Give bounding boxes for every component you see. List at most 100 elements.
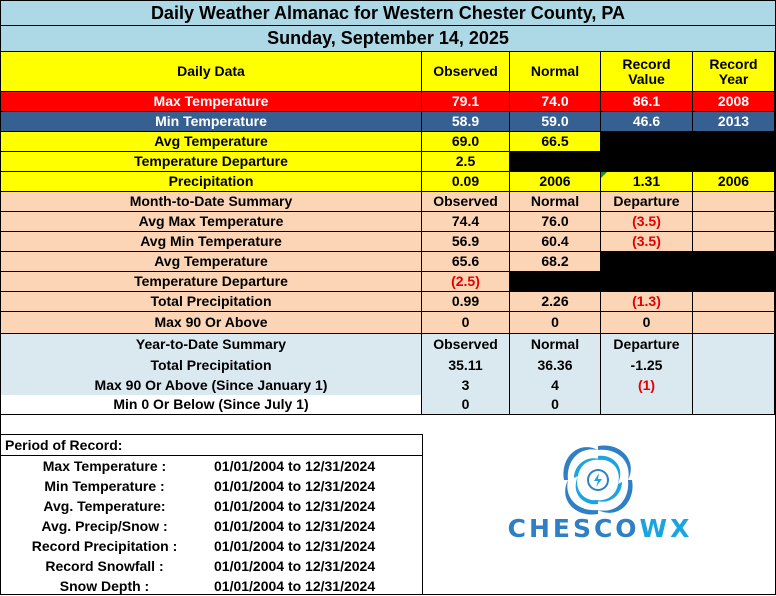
mtd-header-label: Month-to-Date Summary [1,192,422,212]
temp-departure-label: Temperature Departure [1,152,422,172]
max-temp-record-year: 2008 [693,92,775,112]
logo-text-wx: WX [639,514,693,543]
temp-departure-normal-blank [510,152,601,172]
ytd-header-label: Year-to-Date Summary [1,334,422,355]
period-row-label: Max Temperature : [42,458,167,474]
ytd-row: Max 90 Or Above (Since January 1) 3 4 (1) [1,375,775,395]
period-heading: Period of Record: [5,437,123,453]
ytd-header-observed: Observed [422,334,510,355]
mtd-row-label: Temperature Departure [1,272,422,292]
period-row: Record Snowfall : 01/01/2004 to 12/31/202… [1,556,422,576]
ytd-row: Min 0 Or Below (Since July 1) 0 0 [1,395,775,415]
period-row-label: Record Snowfall : [45,558,164,574]
comment-marker-icon [601,172,607,178]
daily-header-normal: Normal [510,52,601,92]
period-row: Avg. Temperature: 01/01/2004 to 12/31/202… [1,496,422,516]
max-temp-observed: 79.1 [422,92,510,112]
max-temp-label: Max Temperature [1,92,422,112]
mtd-header-departure: Departure [601,192,693,212]
mtd-row-departure: (3.5) [601,212,693,232]
temp-departure-record-blank [601,152,693,172]
mtd-row-observed: 0 [422,312,510,334]
mtd-header-row: Month-to-Date Summary Observed Normal De… [1,192,775,212]
period-row-range: 01/01/2004 to 12/31/2024 [214,518,376,534]
mtd-row-blank [693,252,775,272]
ytd-row-normal: 4 [510,375,601,395]
avg-temp-row: Avg Temperature 69.0 66.5 [1,132,775,152]
temp-departure-observed: 2.5 [422,152,510,172]
ytd-row-normal: 0 [510,395,601,415]
ytd-header-blank [693,334,775,355]
ytd-row-label: Min 0 Or Below (Since July 1) [1,395,422,415]
ytd-row-label: Max 90 Or Above (Since January 1) [1,375,422,395]
min-temp-normal: 59.0 [510,112,601,132]
mtd-row-observed: 56.9 [422,232,510,252]
precip-record: 1.31 [601,172,693,192]
min-temp-observed: 58.9 [422,112,510,132]
min-temp-record: 46.6 [601,112,693,132]
period-row-range: 01/01/2004 to 12/31/2024 [214,558,376,574]
min-temp-record-year: 2013 [693,112,775,132]
precip-record-year: 2006 [693,172,775,192]
precip-observed: 0.09 [422,172,510,192]
ytd-row-blank [693,395,775,415]
mtd-row-departure: (1.3) [601,292,693,312]
period-row-label: Avg. Precip/Snow : [41,518,168,534]
almanac-title-row: Daily Weather Almanac for Western Cheste… [1,1,775,26]
period-row: Avg. Precip/Snow : 01/01/2004 to 12/31/20… [1,516,422,536]
mtd-row: Avg Temperature 65.6 68.2 [1,252,775,272]
mtd-row-normal: 60.4 [510,232,601,252]
mtd-header-blank [693,192,775,212]
mtd-row-observed: 74.4 [422,212,510,232]
period-row-range: 01/01/2004 to 12/31/2024 [214,478,376,494]
period-row-label: Avg. Temperature: [43,498,166,514]
mtd-row-blank [693,232,775,252]
ytd-row-departure: -1.25 [601,355,693,375]
mtd-row-departure [601,272,693,292]
avg-temp-normal: 66.5 [510,132,601,152]
mtd-row-label: Avg Temperature [1,252,422,272]
mtd-header-observed: Observed [422,192,510,212]
period-row-label: Snow Depth : [59,578,150,594]
mtd-row: Avg Max Temperature 74.4 76.0 (3.5) [1,212,775,232]
mtd-row-departure [601,252,693,272]
period-row-range: 01/01/2004 to 12/31/2024 [214,498,376,514]
period-row-label: Record Precipitation : [31,538,178,554]
logo-wordmark: CHESCOWX [470,514,730,543]
mtd-row-normal: 76.0 [510,212,601,232]
ytd-header-normal: Normal [510,334,601,355]
ytd-row: Total Precipitation 35.11 36.36 -1.25 [1,355,775,375]
mtd-row-departure: 0 [601,312,693,334]
min-temp-label: Min Temperature [1,112,422,132]
ytd-header-row: Year-to-Date Summary Observed Normal Dep… [1,334,775,355]
period-row-range: 01/01/2004 to 12/31/2024 [214,458,376,474]
daily-header-record-value: Record Value [601,52,693,92]
ytd-row-normal: 36.36 [510,355,601,375]
period-row-range: 01/01/2004 to 12/31/2024 [214,578,376,594]
mtd-row-observed: 0.99 [422,292,510,312]
period-row-range: 01/01/2004 to 12/31/2024 [214,538,376,554]
almanac-date: Sunday, September 14, 2025 [1,26,775,52]
mtd-row-blank [693,212,775,232]
mtd-row: Max 90 Or Above 0 0 0 [1,312,775,334]
mtd-row-normal: 0 [510,312,601,334]
daily-header-row: Daily Data Observed Normal Record Value … [1,52,775,92]
mtd-row-label: Avg Min Temperature [1,232,422,252]
avg-temp-year-blank [693,132,775,152]
period-row: Record Precipitation : 01/01/2004 to 12/3… [1,536,422,556]
period-row: Min Temperature : 01/01/2004 to 12/31/202… [1,476,422,496]
ytd-row-label: Total Precipitation [1,355,422,375]
ytd-row-blank [693,375,775,395]
max-temp-normal: 74.0 [510,92,601,112]
period-of-record-box: Period of Record: Max Temperature : 01/01… [1,434,423,594]
ytd-row-observed: 3 [422,375,510,395]
ytd-row-observed: 0 [422,395,510,415]
ytd-row-blank [693,355,775,375]
ytd-row-observed: 35.11 [422,355,510,375]
ytd-row-departure [601,395,693,415]
avg-temp-observed: 69.0 [422,132,510,152]
temp-departure-row: Temperature Departure 2.5 [1,152,775,172]
chescowx-logo: CHESCOWX [470,440,730,550]
swirl-logo-icon [563,445,633,515]
avg-temp-label: Avg Temperature [1,132,422,152]
